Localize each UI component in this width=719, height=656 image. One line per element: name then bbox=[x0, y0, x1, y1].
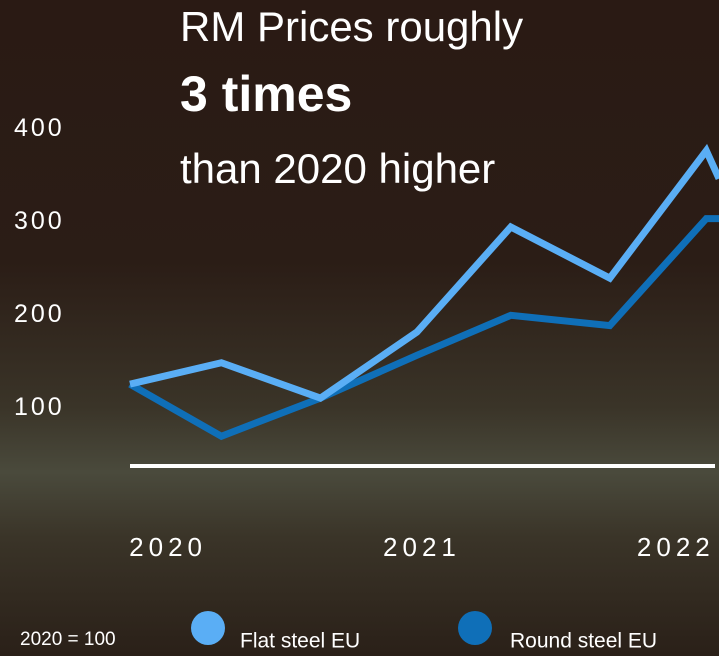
line bbox=[129, 143, 719, 402]
legend-label: Round steel EU bbox=[510, 630, 657, 653]
y-tick-label: 300 bbox=[14, 207, 65, 235]
y-tick-label: 400 bbox=[14, 114, 65, 142]
x-tick-label: 2021 bbox=[383, 532, 461, 562]
y-tick-label: 100 bbox=[14, 393, 65, 421]
chart-subtitle: 3 times bbox=[180, 66, 352, 122]
legend-swatch bbox=[458, 611, 492, 645]
chart-title: RM Prices roughly bbox=[180, 3, 523, 50]
x-tick-label: 2020 bbox=[129, 532, 207, 562]
legend-label: Flat steel EU bbox=[240, 630, 360, 653]
chart-subtitle: than 2020 higher bbox=[180, 145, 495, 192]
x-tick-label: 2022 bbox=[637, 532, 715, 562]
legend-swatch bbox=[191, 611, 225, 645]
note: 2020 = 100 bbox=[20, 629, 116, 650]
y-tick-label: 200 bbox=[14, 300, 65, 328]
line bbox=[128, 215, 719, 441]
